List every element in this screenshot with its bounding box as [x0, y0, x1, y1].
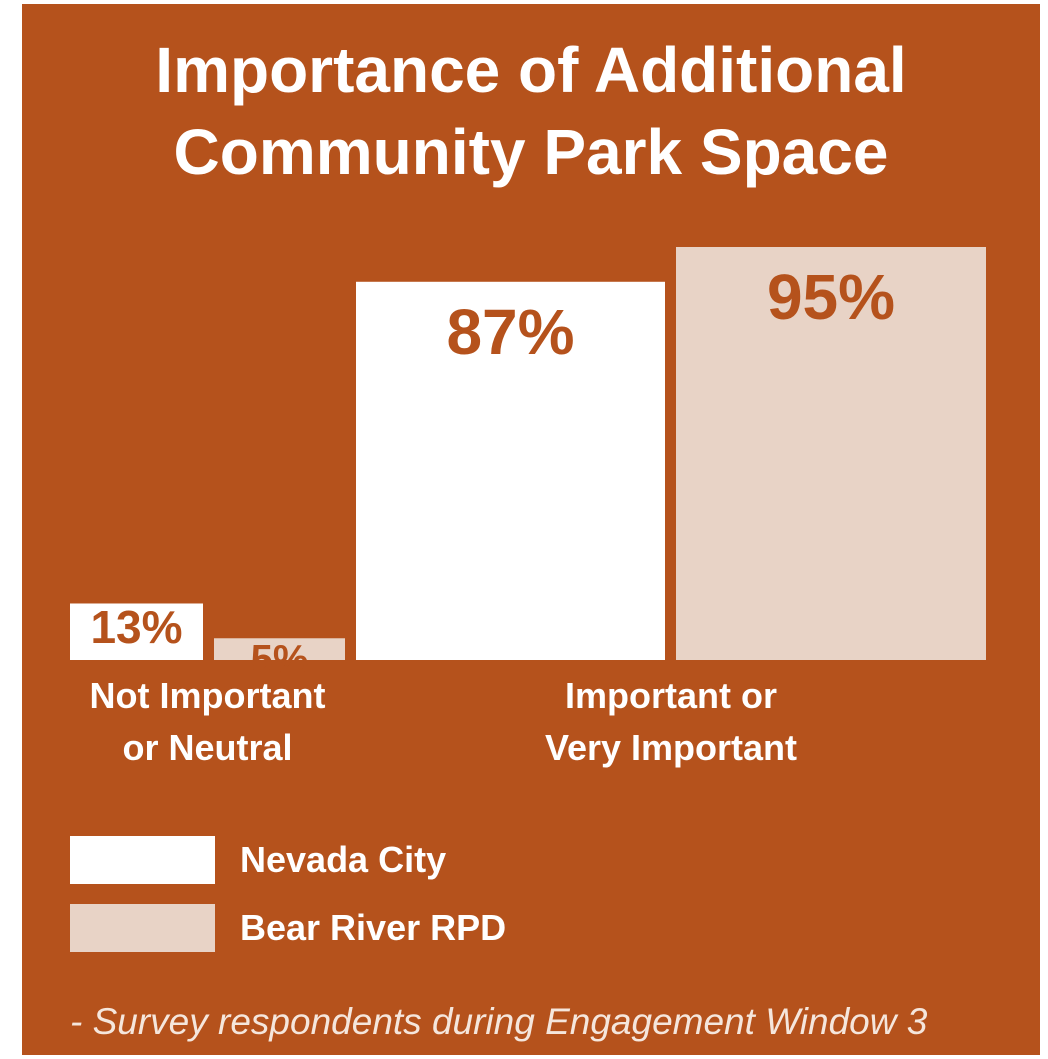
- legend-label-nevada-city: Nevada City: [240, 839, 447, 880]
- bar-nevada-city-group-1: [70, 603, 203, 660]
- legend-swatch-bear-river-rpd: [70, 904, 215, 952]
- value-label-bear-river-rpd-group-2: 95%: [767, 261, 895, 333]
- legend-label-bear-river-rpd: Bear River RPD: [240, 907, 507, 948]
- chart-title-line-1: Importance of Additional: [155, 34, 907, 106]
- category-label-group-1-line-1: Not Important: [90, 675, 326, 716]
- bar-bear-river-rpd-group-1: [214, 638, 345, 660]
- value-label-bear-river-rpd-group-1: 5%: [251, 638, 309, 682]
- bar-nevada-city-group-2: [356, 281, 665, 660]
- bar-chart: 13% 5%Not Important or Neutral 87% 95% Import…: [70, 247, 986, 768]
- category-label-group-1-line-2: or Neutral: [122, 727, 292, 768]
- category-label-group-2-line-1: Important or: [565, 675, 777, 716]
- value-label-nevada-city-group-1: 13%: [90, 601, 182, 653]
- legend-swatch-nevada-city: [70, 836, 215, 884]
- chart-title-line-2: Community Park Space: [173, 116, 889, 188]
- chart-card: Importance of Additional Community Park …: [22, 4, 1040, 1055]
- footnote: - Survey respondents during Engagement W…: [70, 1001, 928, 1042]
- value-label-nevada-city-group-2: 87%: [446, 296, 574, 368]
- category-label-group-2-line-2: Very Important: [545, 727, 797, 768]
- bar-bear-river-rpd-group-2: [676, 247, 986, 660]
